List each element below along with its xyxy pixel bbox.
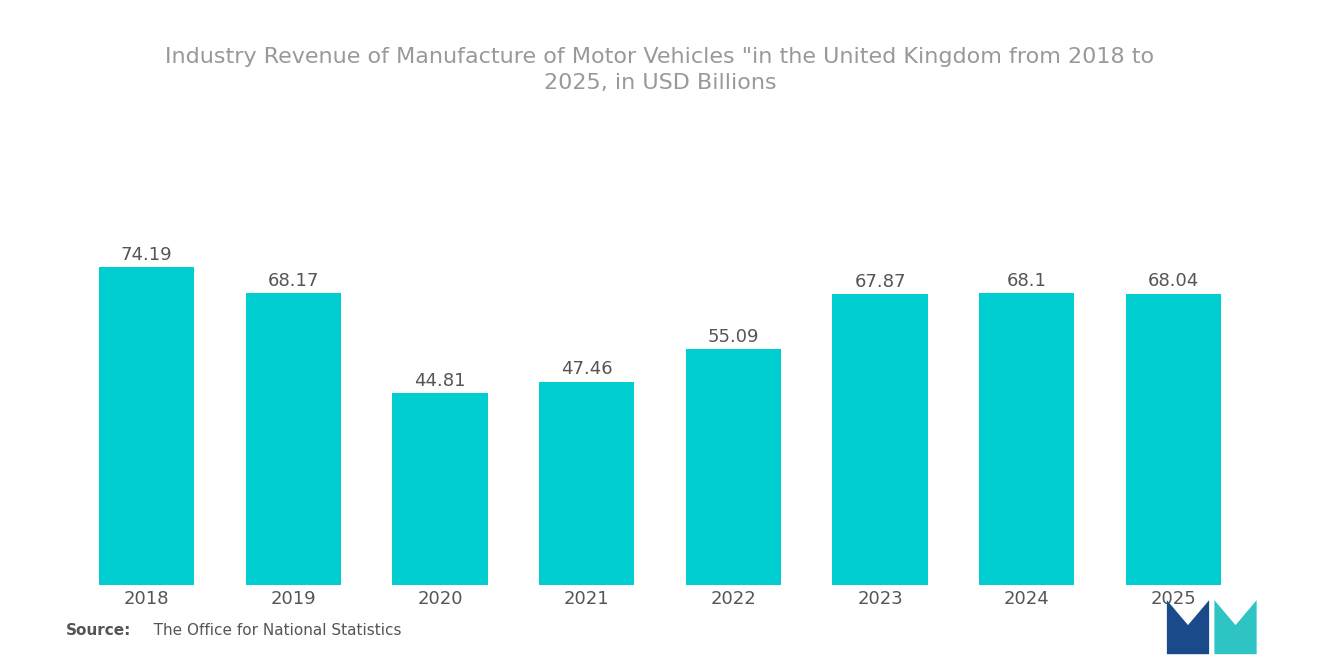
Text: Source:: Source:: [66, 623, 132, 638]
Bar: [979, 293, 1074, 585]
Bar: [246, 293, 341, 585]
Bar: [539, 382, 635, 585]
Polygon shape: [1214, 600, 1257, 654]
Polygon shape: [1167, 600, 1209, 654]
Text: 55.09: 55.09: [708, 328, 759, 346]
Text: 44.81: 44.81: [414, 372, 466, 390]
Text: 74.19: 74.19: [121, 246, 173, 264]
Bar: [685, 349, 781, 585]
Bar: [392, 393, 487, 585]
Text: 47.46: 47.46: [561, 360, 612, 378]
Text: 68.1: 68.1: [1007, 272, 1047, 290]
Text: Industry Revenue of Manufacture of Motor Vehicles "in the United Kingdom from 20: Industry Revenue of Manufacture of Motor…: [165, 47, 1155, 93]
Bar: [833, 295, 928, 585]
Text: 67.87: 67.87: [854, 273, 906, 291]
Bar: [1126, 294, 1221, 585]
Bar: [99, 267, 194, 585]
Text: 68.17: 68.17: [268, 271, 319, 290]
Text: 68.04: 68.04: [1147, 272, 1199, 290]
Text: The Office for National Statistics: The Office for National Statistics: [139, 623, 401, 638]
